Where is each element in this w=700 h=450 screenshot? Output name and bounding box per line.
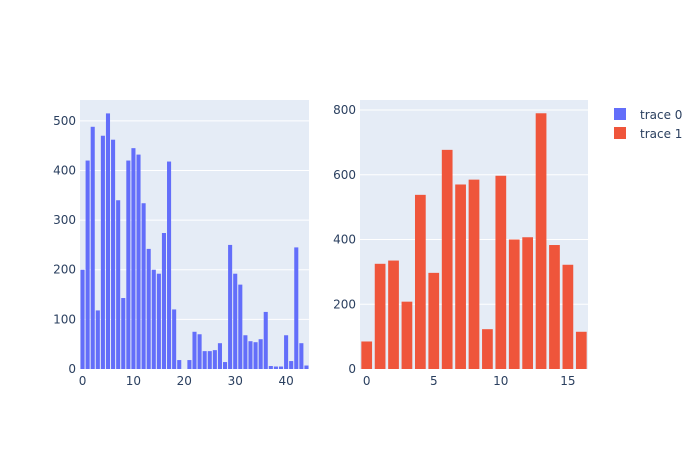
bar[interactable] <box>228 244 233 369</box>
bar[interactable] <box>233 273 238 369</box>
bar[interactable] <box>284 335 289 369</box>
bar[interactable] <box>258 339 263 369</box>
legend-swatch-trace-1 <box>614 127 626 139</box>
bar[interactable] <box>156 273 161 369</box>
bar[interactable] <box>161 233 167 369</box>
y-tick-label: 600 <box>333 168 356 182</box>
y-tick-label: 400 <box>53 163 76 177</box>
bar[interactable] <box>172 309 177 369</box>
bar[interactable] <box>278 366 284 369</box>
subplot-left: 0 100 200 300 400 500 0 10 20 30 40 <box>53 100 309 388</box>
x-tick-label: 40 <box>278 374 293 388</box>
bar[interactable] <box>116 200 121 369</box>
y-tick-label: 100 <box>53 312 76 326</box>
bar[interactable] <box>111 139 116 369</box>
x-tick-label: 0 <box>79 374 87 388</box>
bar[interactable] <box>401 301 413 369</box>
bar[interactable] <box>299 343 304 369</box>
bar[interactable] <box>85 160 90 369</box>
bar[interactable] <box>167 161 172 369</box>
bar[interactable] <box>141 203 146 369</box>
bar[interactable] <box>549 245 560 369</box>
bar[interactable] <box>441 149 453 369</box>
bar[interactable] <box>268 366 273 369</box>
bar[interactable] <box>414 194 426 369</box>
legend-label-trace-0: trace 0 <box>640 108 682 122</box>
x-tick-label: 30 <box>228 374 243 388</box>
bar[interactable] <box>508 239 520 369</box>
bar[interactable] <box>428 272 440 369</box>
bar[interactable] <box>222 362 228 369</box>
x-tick-label: 10 <box>126 374 141 388</box>
x-tick-label: 5 <box>430 374 438 388</box>
bar[interactable] <box>238 284 243 369</box>
bar[interactable] <box>495 175 507 369</box>
x-tick-label: 0 <box>363 374 371 388</box>
bar[interactable] <box>177 360 182 369</box>
x-tick-label: 10 <box>493 374 508 388</box>
bar[interactable] <box>197 334 202 369</box>
bar[interactable] <box>388 260 399 369</box>
legend-swatch-trace-0 <box>614 108 626 120</box>
x-tick-label: 20 <box>177 374 192 388</box>
bar[interactable] <box>562 264 574 369</box>
bar[interactable] <box>361 341 373 369</box>
bar[interactable] <box>455 184 466 369</box>
bar[interactable] <box>187 360 192 369</box>
x-tick-label: 15 <box>560 374 575 388</box>
bar[interactable] <box>263 311 268 369</box>
bar[interactable] <box>374 263 386 369</box>
bar[interactable] <box>105 113 111 370</box>
y-tick-label: 500 <box>53 114 76 128</box>
legend-label-trace-1: trace 1 <box>640 127 682 141</box>
subplot-right: 0 200 400 600 800 0 5 10 15 <box>333 100 588 388</box>
legend: trace 0 trace 1 <box>614 108 682 141</box>
y-tick-label: 800 <box>333 103 356 117</box>
bar[interactable] <box>522 237 534 369</box>
bar[interactable] <box>146 248 151 369</box>
bar[interactable] <box>304 365 309 369</box>
bar[interactable] <box>121 298 126 369</box>
bar[interactable] <box>253 342 258 369</box>
bar[interactable] <box>535 113 547 369</box>
bar[interactable] <box>575 331 587 369</box>
y-tick-label: 0 <box>68 362 76 376</box>
bar[interactable] <box>80 269 85 369</box>
bar[interactable] <box>248 341 253 369</box>
bar[interactable] <box>207 351 212 369</box>
bar[interactable] <box>468 179 480 369</box>
y-tick-label: 200 <box>333 297 356 311</box>
bar[interactable] <box>100 135 105 369</box>
bar[interactable] <box>482 329 493 369</box>
bar[interactable] <box>126 160 131 369</box>
bar[interactable] <box>243 335 248 369</box>
bar[interactable] <box>192 331 197 369</box>
bar[interactable] <box>217 343 222 369</box>
y-tick-label: 200 <box>53 263 76 277</box>
bar[interactable] <box>131 148 136 369</box>
legend-item-trace-1[interactable]: trace 1 <box>614 127 682 141</box>
y-tick-label: 400 <box>333 233 356 247</box>
bar[interactable] <box>151 269 156 369</box>
y-tick-label: 300 <box>53 213 76 227</box>
bar[interactable] <box>202 351 207 369</box>
bar[interactable] <box>294 247 299 369</box>
y-tick-label: 0 <box>348 362 356 376</box>
bar[interactable] <box>289 361 294 369</box>
bar[interactable] <box>273 366 278 369</box>
bar[interactable] <box>212 350 217 369</box>
bar[interactable] <box>95 310 100 369</box>
bar[interactable] <box>90 126 95 369</box>
bar[interactable] <box>136 154 141 369</box>
legend-item-trace-0[interactable]: trace 0 <box>614 108 682 122</box>
